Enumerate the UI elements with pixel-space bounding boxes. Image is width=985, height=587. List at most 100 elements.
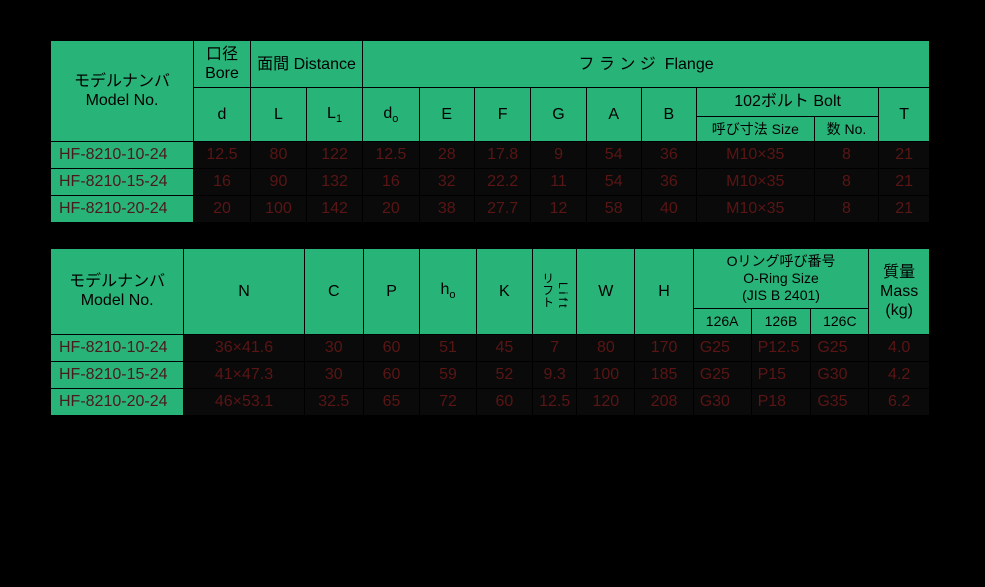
cell-126C: G25 [811,334,869,361]
header-oring: Oリング呼び番号O-Ring Size(JIS B 2401) [693,249,869,308]
cell-A: 58 [586,196,641,223]
cell-h0: 59 [420,361,476,388]
table-row: HF-8210-10-2412.58012212.52817.895436M10… [51,142,930,169]
header-N: N [184,249,304,334]
cell-model: HF-8210-10-24 [51,334,184,361]
cell-126A: G25 [693,361,751,388]
table-row: HF-8210-20-2446×53.132.565726012.5120208… [51,388,930,415]
cell-F: 22.2 [474,169,531,196]
header-d0: do [363,88,420,142]
cell-A: 54 [586,169,641,196]
cell-P: 60 [363,361,419,388]
header-F: F [474,88,531,142]
cell-N: 41×47.3 [184,361,304,388]
cell-T: 21 [879,142,930,169]
header-d: d [194,88,251,142]
cell-126C: G35 [811,388,869,415]
cell-H: 208 [635,388,693,415]
cell-B: 36 [641,142,696,169]
header-flange: フ ラ ン ジ Flange [363,41,930,88]
table-row: HF-8210-15-2441×47.3306059529.3100185G25… [51,361,930,388]
cell-d0: 16 [363,169,420,196]
cell-T: 21 [879,196,930,223]
cell-N: 46×53.1 [184,388,304,415]
header-model2: モデルナンバModel No. [51,249,184,334]
header-B: B [641,88,696,142]
cell-G: 11 [531,169,586,196]
cell-W: 80 [577,334,635,361]
cell-126A: G25 [693,334,751,361]
table-row: HF-8210-20-2420100142203827.7125840M10×3… [51,196,930,223]
cell-W: 120 [577,388,635,415]
cell-126B: P18 [751,388,811,415]
cell-h0: 72 [420,388,476,415]
cell-E: 38 [419,196,474,223]
header-G: G [531,88,586,142]
header-bore: 口径Bore [194,41,251,88]
header-model: モデルナンバModel No. [51,41,194,142]
cell-T: 21 [879,169,930,196]
cell-C: 32.5 [304,388,363,415]
spec-table-1: モデルナンバModel No. 口径Bore 面間 Distance フ ラ ン… [50,40,930,223]
cell-no: 8 [814,196,879,223]
table-row: HF-8210-10-2436×41.630605145780170G25P12… [51,334,930,361]
header-W: W [577,249,635,334]
header-H: H [635,249,693,334]
header-126A: 126A [693,308,751,334]
cell-L1: 142 [307,196,363,223]
cell-B: 40 [641,196,696,223]
cell-model: HF-8210-15-24 [51,169,194,196]
cell-L: 100 [250,196,306,223]
cell-model: HF-8210-20-24 [51,196,194,223]
header-size: 呼び寸法 Size [696,116,814,142]
header-K: K [476,249,532,334]
cell-mass: 6.2 [869,388,930,415]
cell-L1: 122 [307,142,363,169]
cell-A: 54 [586,142,641,169]
cell-no: 8 [814,169,879,196]
header-no: 数 No. [814,116,879,142]
cell-E: 32 [419,169,474,196]
cell-lift: 9.3 [533,361,577,388]
cell-N: 36×41.6 [184,334,304,361]
cell-model: HF-8210-20-24 [51,388,184,415]
cell-126B: P15 [751,361,811,388]
cell-d: 20 [194,196,251,223]
header-T: T [879,88,930,142]
cell-mass: 4.0 [869,334,930,361]
cell-C: 30 [304,334,363,361]
header-126C: 126C [811,308,869,334]
cell-d: 12.5 [194,142,251,169]
cell-lift: 12.5 [533,388,577,415]
cell-L: 90 [250,169,306,196]
header-lift: リフトL i f t [533,249,577,334]
cell-126C: G30 [811,361,869,388]
header-A: A [586,88,641,142]
cell-G: 12 [531,196,586,223]
cell-L1: 132 [307,169,363,196]
cell-d: 16 [194,169,251,196]
cell-E: 28 [419,142,474,169]
cell-F: 27.7 [474,196,531,223]
header-E: E [419,88,474,142]
header-P: P [363,249,419,334]
cell-P: 60 [363,334,419,361]
cell-H: 185 [635,361,693,388]
header-L: L [250,88,306,142]
cell-no: 8 [814,142,879,169]
cell-126A: G30 [693,388,751,415]
header-distance: 面間 Distance [250,41,362,88]
cell-h0: 51 [420,334,476,361]
cell-d0: 20 [363,196,420,223]
cell-model: HF-8210-15-24 [51,361,184,388]
cell-lift: 7 [533,334,577,361]
cell-L: 80 [250,142,306,169]
cell-K: 45 [476,334,532,361]
table-row: HF-8210-15-241690132163222.2115436M10×35… [51,169,930,196]
cell-F: 17.8 [474,142,531,169]
cell-H: 170 [635,334,693,361]
header-mass: 質量Mass(kg) [869,249,930,334]
cell-B: 36 [641,169,696,196]
cell-W: 100 [577,361,635,388]
cell-mass: 4.2 [869,361,930,388]
